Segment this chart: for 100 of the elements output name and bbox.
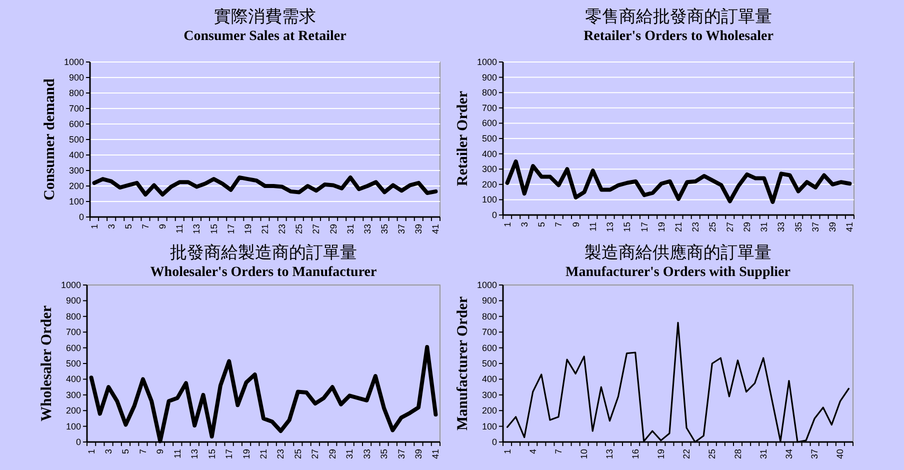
chart-title: 零售商給批發商的訂單量 xyxy=(585,7,772,26)
x-tick-label: 31 xyxy=(759,222,770,232)
y-tick-label: 500 xyxy=(66,358,81,368)
y-tick-label: 200 xyxy=(482,406,497,416)
x-tick-label: 37 xyxy=(396,449,406,460)
y-tick-label: 800 xyxy=(482,88,497,98)
y-tick-label: 1000 xyxy=(64,57,84,67)
x-tick-label: 1 xyxy=(502,449,512,454)
x-tick-label: 37 xyxy=(396,224,407,234)
x-tick-label: 3 xyxy=(104,449,114,454)
y-tick-label: 900 xyxy=(68,72,84,82)
y-tick-label: 400 xyxy=(66,374,81,384)
x-tick-label: 22 xyxy=(682,449,692,460)
chart-subtitle: Consumer Sales at Retailer xyxy=(184,29,346,44)
y-tick-label: 100 xyxy=(482,194,497,205)
x-tick-label: 40 xyxy=(835,449,846,460)
x-tick-label: 7 xyxy=(554,222,564,228)
x-tick-label: 39 xyxy=(828,222,838,232)
x-tick-label: 5 xyxy=(120,449,131,454)
x-tick-label: 19 xyxy=(656,449,666,460)
line-series xyxy=(506,322,850,443)
y-tick-label: 0 xyxy=(492,210,497,220)
y-tick-label: 600 xyxy=(66,342,81,353)
x-tick-label: 25 xyxy=(292,449,303,460)
x-tick-label: 25 xyxy=(707,449,718,460)
y-axis-title: Manufacturer Order xyxy=(455,296,471,430)
chart-subtitle: Retailer's Orders to Wholesaler xyxy=(584,29,774,44)
x-tick-label: 17 xyxy=(226,224,236,234)
x-tick-label: 27 xyxy=(311,224,322,234)
y-tick-label: 100 xyxy=(66,421,81,432)
chart-title: 批發商給製造商的訂單量 xyxy=(170,243,357,262)
x-tick-label: 23 xyxy=(277,224,288,234)
x-tick-label: 5 xyxy=(536,222,547,228)
y-tick-label: 200 xyxy=(68,181,84,191)
x-tick-label: 39 xyxy=(414,224,424,234)
y-tick-label: 300 xyxy=(66,390,81,400)
x-tick-label: 11 xyxy=(588,222,598,232)
y-tick-label: 400 xyxy=(482,148,497,159)
x-tick-label: 33 xyxy=(362,449,372,460)
x-tick-label: 4 xyxy=(528,449,538,454)
x-tick-label: 21 xyxy=(674,222,684,232)
x-tick-label: 37 xyxy=(810,222,820,232)
x-tick-label: 29 xyxy=(327,449,338,460)
y-tick-label: 500 xyxy=(68,134,84,144)
x-tick-label: 39 xyxy=(413,449,424,460)
x-tick-label: 15 xyxy=(622,222,632,232)
x-tick-label: 16 xyxy=(630,449,640,460)
x-tick-label: 19 xyxy=(242,224,253,234)
x-tick-label: 11 xyxy=(172,449,182,458)
x-tick-label: 13 xyxy=(604,449,615,460)
x-tick-label: 25 xyxy=(708,222,718,232)
y-tick-label: 200 xyxy=(482,179,497,190)
y-tick-label: 600 xyxy=(482,118,497,128)
y-axis-title: Consumer demand xyxy=(42,78,58,200)
x-tick-label: 23 xyxy=(276,449,286,460)
y-tick-label: 800 xyxy=(68,88,84,98)
y-tick-label: 400 xyxy=(68,150,84,160)
x-tick-label: 1 xyxy=(89,224,100,230)
x-tick-label: 7 xyxy=(140,224,150,230)
x-tick-label: 33 xyxy=(362,224,372,234)
y-tick-label: 700 xyxy=(68,104,84,114)
y-tick-label: 0 xyxy=(76,437,81,447)
x-tick-label: 19 xyxy=(241,449,252,460)
x-tick-label: 7 xyxy=(553,449,564,454)
y-axis-title: Retailer Order xyxy=(455,90,471,186)
x-tick-label: 25 xyxy=(294,224,304,234)
x-tick-label: 19 xyxy=(656,222,666,232)
x-tick-label: 9 xyxy=(570,222,581,228)
x-tick-label: 27 xyxy=(310,449,320,460)
x-tick-label: 7 xyxy=(138,449,148,454)
x-tick-label: 35 xyxy=(380,224,390,234)
x-tick-label: 35 xyxy=(793,222,804,232)
y-tick-label: 800 xyxy=(482,311,497,322)
chart-subtitle: Wholesaler's Orders to Manufacturer xyxy=(150,265,377,280)
x-tick-label: 28 xyxy=(732,449,743,460)
chart-subtitle: Manufacturer's Orders with Supplier xyxy=(566,265,790,280)
y-tick-label: 900 xyxy=(482,72,497,82)
x-tick-label: 9 xyxy=(155,449,166,454)
x-tick-label: 17 xyxy=(639,222,650,232)
x-tick-label: 33 xyxy=(776,222,786,232)
x-tick-label: 17 xyxy=(224,449,234,460)
x-tick-label: 9 xyxy=(158,224,168,230)
y-tick-label: 900 xyxy=(482,296,497,306)
x-tick-label: 1 xyxy=(502,222,512,228)
chart-title: 實際消費需求 xyxy=(214,7,316,26)
y-tick-label: 300 xyxy=(68,166,84,176)
x-tick-label: 13 xyxy=(190,449,200,460)
x-tick-label: 15 xyxy=(208,224,219,234)
y-tick-label: 0 xyxy=(78,212,84,222)
y-tick-label: 1000 xyxy=(476,280,497,290)
x-tick-label: 27 xyxy=(724,222,735,232)
y-tick-label: 500 xyxy=(482,134,497,144)
y-tick-label: 1000 xyxy=(476,57,497,67)
y-tick-label: 100 xyxy=(482,421,497,432)
y-tick-label: 300 xyxy=(482,390,497,400)
x-tick-label: 37 xyxy=(810,449,820,460)
y-tick-label: 100 xyxy=(68,196,84,206)
y-tick-label: 200 xyxy=(66,406,81,416)
y-tick-label: 700 xyxy=(482,327,497,338)
y-axis-title: Wholesaler Order xyxy=(39,305,55,422)
